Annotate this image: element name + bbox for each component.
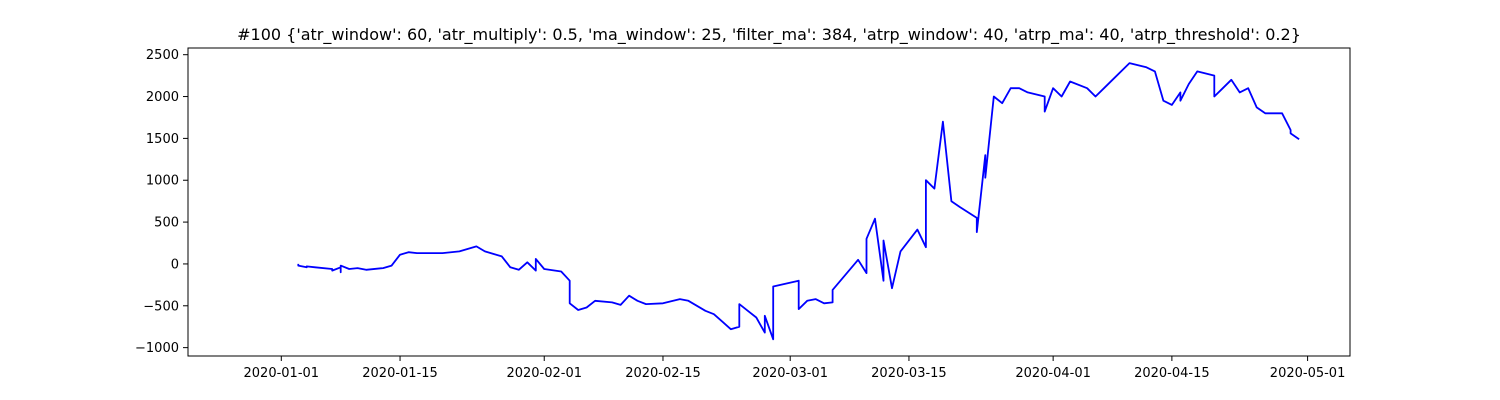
axis-ticks: 2020-01-01 2020-01-15 2020-02-01 2020-02-15… xyxy=(135,48,1345,381)
y-tick-label: −1000 xyxy=(135,341,179,356)
y-tick-label: 500 xyxy=(154,216,179,231)
plot-frame xyxy=(187,47,1351,357)
series-line xyxy=(297,62,1300,341)
x-tick-label: 2020-01-01 xyxy=(244,366,320,381)
x-tick-label: 2020-02-15 xyxy=(625,366,701,381)
chart-title: #100 {'atr_window': 60, 'atr_multiply': … xyxy=(237,25,1301,45)
x-tick-label: 2020-01-15 xyxy=(362,366,438,381)
y-tick-label: 1500 xyxy=(146,132,179,147)
y-tick-label: 2000 xyxy=(146,90,179,105)
x-tick-label: 2020-05-01 xyxy=(1270,366,1346,381)
y-tick-label: 1000 xyxy=(146,174,179,189)
y-tick-label: 0 xyxy=(171,257,179,272)
y-tick-label: −500 xyxy=(143,299,179,314)
x-tick-label: 2020-03-15 xyxy=(871,366,947,381)
x-tick-label: 2020-04-01 xyxy=(1015,366,1091,381)
x-tick-label: 2020-02-01 xyxy=(506,366,582,381)
y-tick-label: 2500 xyxy=(146,48,179,63)
x-tick-label: 2020-04-15 xyxy=(1134,366,1210,381)
x-tick-label: 2020-03-01 xyxy=(752,366,828,381)
